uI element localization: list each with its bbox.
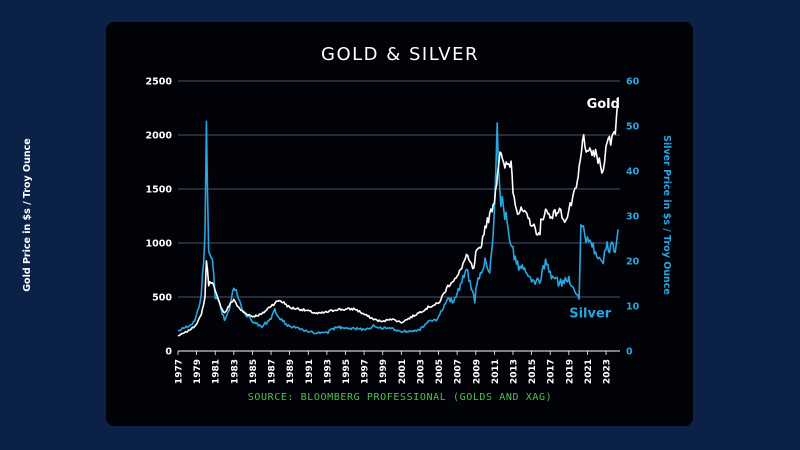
silver-line [177,120,619,335]
right-axis-ticks: 0 10 20 30 40 50 60 [626,77,640,358]
x-tick-label: 2013 [509,359,519,384]
x-tick-label: 1997 [361,359,371,384]
left-tick-label: 1000 [146,239,173,250]
x-tick-label: 1977 [175,359,185,384]
x-tick-label: 2017 [547,359,557,384]
left-tick-label: 1500 [146,185,173,196]
x-tick-label: 1987 [268,359,278,384]
x-tick-label: 2007 [454,359,464,384]
x-tick-label: 2021 [584,359,594,384]
x-tick-label: 1999 [379,359,389,384]
silver-label: Silver [569,306,612,321]
x-tick-label: 1983 [230,359,240,384]
gold-label: Gold [587,97,620,112]
x-tick-label: 2019 [565,359,575,384]
x-tick-label: 2001 [398,359,408,384]
series-lines [177,97,619,337]
right-tick-label: 60 [626,77,640,88]
x-tick-label: 2003 [416,359,426,384]
x-tick-label: 2005 [435,359,445,384]
x-tick-label: 1991 [305,359,315,384]
left-tick-label: 0 [165,347,172,358]
left-tick-label: 2500 [146,77,173,88]
right-tick-label: 40 [626,167,640,178]
x-tick-label: 2015 [528,359,538,384]
source-note: SOURCE: BLOOMBERG PROFESSIONAL (GOLDS AN… [247,392,553,403]
x-tick-label: 1981 [212,359,222,384]
x-tick-label: 1989 [286,359,296,384]
right-tick-label: 10 [626,302,640,313]
x-axis-ticks: 1977 1979 1981 1983 1985 1987 1989 1991 1993 1995… [175,351,613,384]
x-tick-label: 2009 [472,359,482,384]
x-tick-label: 1979 [193,359,203,384]
right-tick-label: 50 [626,122,640,133]
left-axis-ticks: 0 500 1000 1500 2000 2500 [146,77,173,358]
x-tick-label: 1985 [249,359,259,384]
grid-lines [178,80,620,352]
gold-line [177,97,619,337]
left-tick-label: 500 [152,293,172,304]
x-tick-label: 1995 [342,359,352,384]
x-tick-label: 2023 [603,359,613,384]
x-tick-label: 2011 [491,359,501,384]
right-tick-label: 0 [626,347,633,358]
right-tick-label: 20 [626,257,640,268]
left-tick-label: 2000 [146,131,173,142]
right-tick-label: 30 [626,212,640,223]
chart-panel [106,22,693,426]
series-annotations: Gold Silver [569,97,620,321]
x-tick-label: 1993 [323,359,333,384]
chart-title: GOLD & SILVER [321,44,479,65]
